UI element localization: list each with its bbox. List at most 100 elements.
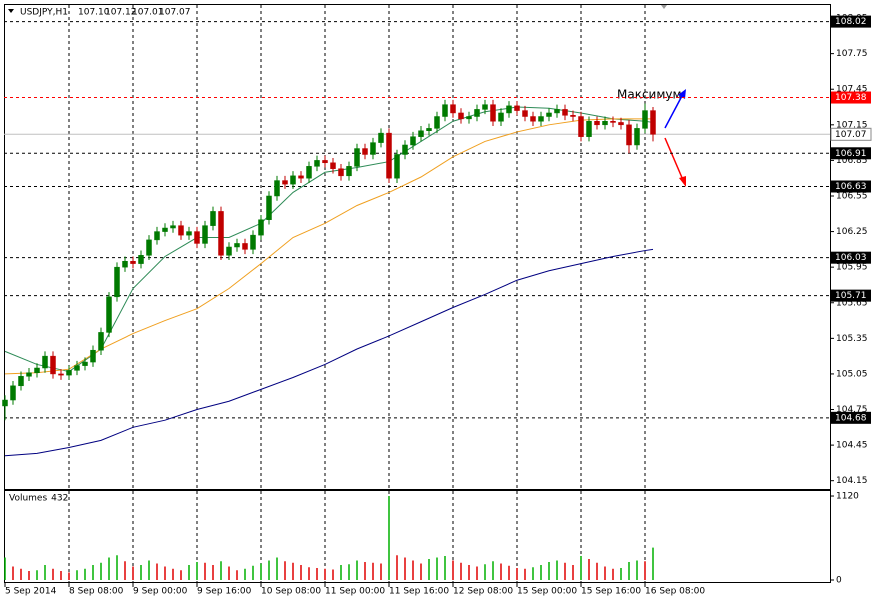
candle-body xyxy=(514,105,520,111)
candle-body xyxy=(330,162,336,169)
candle-body xyxy=(114,266,120,298)
candle-body xyxy=(450,104,456,114)
header-quote: 107.10 xyxy=(78,8,110,18)
candle-body xyxy=(258,219,264,236)
candle-body xyxy=(538,116,544,122)
candle-body xyxy=(498,112,504,122)
candle-body xyxy=(42,355,48,369)
candle-body xyxy=(650,110,656,135)
level-label-bg xyxy=(831,91,871,104)
candle-body xyxy=(482,104,488,110)
x-tick-label: 11 Sep 16:00 xyxy=(389,587,449,597)
level-label: 106.91 xyxy=(835,149,867,159)
candle-body xyxy=(210,211,216,226)
candle-body xyxy=(170,225,176,229)
header-quote: 107.07 xyxy=(159,8,191,18)
candle-body xyxy=(26,372,32,377)
level-label-bg xyxy=(831,180,871,193)
candle-body xyxy=(194,231,200,244)
header-quote: 107.01 xyxy=(132,8,164,18)
y-tick-label: 106.55 xyxy=(836,191,868,201)
candle-body xyxy=(394,154,400,179)
y-tick-label: 106.85 xyxy=(836,156,868,166)
candle-body xyxy=(226,246,232,256)
candle-body xyxy=(562,109,568,116)
scroll-marker xyxy=(661,5,667,9)
candle-body xyxy=(122,260,128,268)
candle-body xyxy=(274,180,280,197)
candle-body xyxy=(290,175,296,185)
y-tick-label: 105.65 xyxy=(836,298,868,308)
y-tick-label: 105.05 xyxy=(836,369,868,379)
candle-body xyxy=(306,166,312,179)
candle-body xyxy=(66,370,72,376)
candle-body xyxy=(202,225,208,244)
candle-body xyxy=(434,116,440,129)
candle-body xyxy=(578,116,584,137)
candle-body xyxy=(634,128,640,146)
x-tick-label: 15 Sep 16:00 xyxy=(581,587,641,597)
candle-body xyxy=(130,260,136,264)
candle-body xyxy=(282,180,288,185)
candle-body xyxy=(266,195,272,220)
candle-body xyxy=(10,385,16,401)
candle-body xyxy=(106,296,112,333)
y-tick-label: 104.45 xyxy=(836,441,868,451)
candle-body xyxy=(154,231,160,241)
candle-body xyxy=(338,168,344,177)
candle-body xyxy=(354,148,360,167)
candle-body xyxy=(98,332,104,351)
candle-body xyxy=(546,112,552,117)
level-label: 106.03 xyxy=(835,253,867,263)
y-tick-label: 1120 xyxy=(836,492,859,502)
volume-frame xyxy=(4,490,831,583)
y-tick-label: 105.35 xyxy=(836,334,868,344)
candle-body xyxy=(466,116,472,120)
candle-body xyxy=(474,109,480,117)
candle-body xyxy=(442,104,448,117)
x-tick-label: 8 Sep 08:00 xyxy=(69,587,124,597)
level-label-bg xyxy=(831,251,871,264)
candle-body xyxy=(218,211,224,256)
x-tick-label: 5 Sep 2014 xyxy=(5,587,57,597)
x-tick-label: 9 Sep 16:00 xyxy=(197,587,252,597)
candle-body xyxy=(322,160,328,164)
candle-body xyxy=(618,122,624,126)
candle-body xyxy=(594,121,600,126)
candle-body xyxy=(362,148,368,155)
level-label: 105.71 xyxy=(835,291,867,301)
candle-body xyxy=(458,112,464,120)
level-label: 106.63 xyxy=(835,182,867,192)
candle-body xyxy=(386,132,392,179)
arrow-down-head xyxy=(679,176,686,187)
volume-last: 432 xyxy=(51,494,68,504)
menu-triangle[interactable] xyxy=(8,9,14,13)
candle-body xyxy=(74,365,80,371)
header-quote: 107.12 xyxy=(105,8,137,18)
candle-body xyxy=(90,349,96,363)
candle-body xyxy=(34,367,40,373)
header-symbol: USDJPY,H1 xyxy=(20,8,68,18)
candle-body xyxy=(530,116,536,122)
bid-label: 107.07 xyxy=(835,130,867,140)
candle-body xyxy=(178,225,184,236)
x-tick-label: 15 Sep 00:00 xyxy=(517,587,577,597)
candle-body xyxy=(314,160,320,167)
x-tick-label: 16 Sep 08:00 xyxy=(645,587,705,597)
candle-body xyxy=(242,243,248,250)
bid-label-bg xyxy=(830,127,872,141)
main-frame xyxy=(4,4,831,490)
y-tick-label: 104.15 xyxy=(836,476,868,486)
candle-body xyxy=(2,399,8,407)
candle-body xyxy=(418,130,424,137)
y-tick-label: 107.45 xyxy=(836,85,868,95)
y-tick-label: 107.15 xyxy=(836,120,868,130)
x-tick-label: 11 Sep 00:00 xyxy=(325,587,385,597)
candle-body xyxy=(346,166,352,177)
candle-body xyxy=(138,255,144,264)
candle-body xyxy=(522,110,528,117)
level-label-bg xyxy=(831,289,871,302)
moving-average xyxy=(4,248,654,457)
